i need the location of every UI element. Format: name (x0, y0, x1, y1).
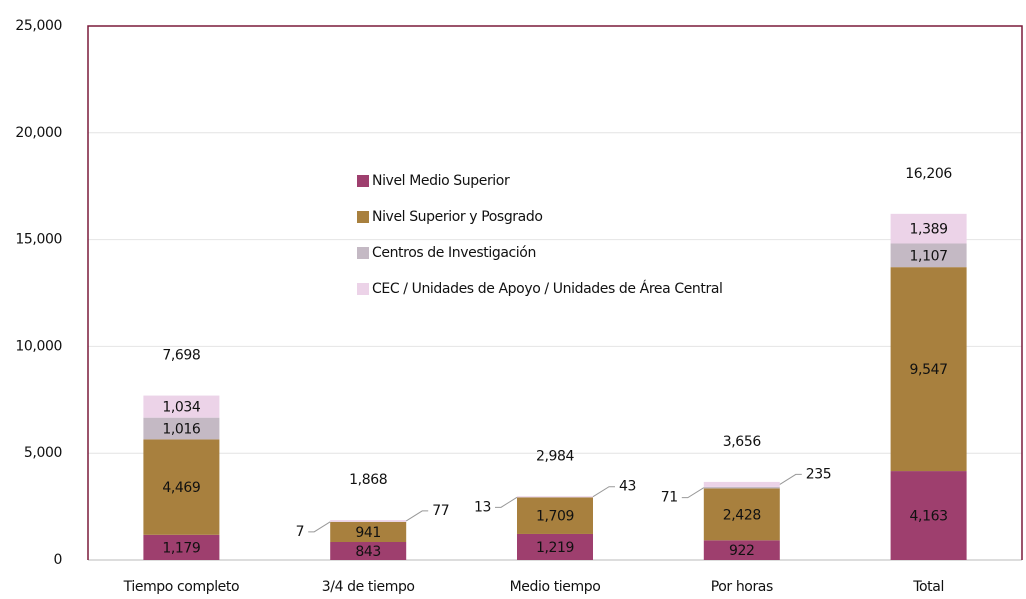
y-tick-label: 10,000 (15, 338, 62, 354)
leader-line (405, 510, 429, 522)
y-tick-label: 15,000 (15, 232, 62, 248)
data-label: 77 (432, 503, 449, 519)
total-label: 2,984 (536, 448, 575, 464)
y-tick-label: 0 (53, 552, 62, 568)
bar-segment (143, 417, 220, 440)
leader-line (779, 473, 802, 485)
legend-swatch (357, 211, 369, 223)
bar-segment (330, 541, 407, 560)
data-label: 1,219 (536, 540, 574, 556)
bar-segment (890, 471, 967, 560)
total-label: 7,698 (162, 348, 200, 364)
y-tick-label: 20,000 (15, 125, 62, 141)
bar-segment (143, 534, 220, 560)
x-tick-label: Total (912, 579, 944, 595)
leader-line (592, 486, 615, 498)
data-label: 1,016 (162, 422, 201, 438)
data-label: 1,034 (162, 400, 201, 416)
data-label: 1,179 (162, 540, 200, 556)
data-label: 843 (355, 544, 381, 560)
bar-segment (703, 481, 780, 487)
data-label: 1,709 (536, 509, 574, 525)
legend-label: Centros de Investigación (372, 245, 536, 261)
bar-segment (143, 395, 220, 418)
data-label: 9,547 (910, 362, 948, 378)
y-tick-label: 25,000 (15, 18, 62, 34)
bar-segment (703, 488, 780, 541)
bar-segment (330, 520, 407, 522)
data-label: 4,163 (910, 509, 948, 525)
y-tick-label: 5,000 (24, 445, 62, 461)
legend-label: Nivel Medio Superior (372, 173, 510, 189)
plot-frame (87, 25, 1023, 560)
data-label: 43 (619, 479, 636, 495)
data-label: 13 (474, 499, 491, 515)
leader-line (495, 496, 518, 508)
total-label: 16,206 (905, 166, 952, 182)
bar-segment (517, 533, 593, 560)
data-label: 1,389 (910, 222, 948, 238)
bar-segment (143, 439, 220, 535)
total-label: 1,868 (349, 472, 387, 488)
bar-segment (703, 540, 780, 560)
data-label: 1,107 (910, 248, 948, 264)
legend-label: CEC / Unidades de Apoyo / Unidades de Ár… (372, 280, 723, 297)
data-label: 235 (806, 466, 832, 482)
bar-segment (703, 486, 780, 489)
data-label: 7 (296, 524, 305, 540)
bar-segment (890, 213, 967, 244)
legend-swatch (357, 175, 369, 187)
x-tick-label: Por horas (711, 579, 773, 595)
leader-line (308, 521, 331, 533)
bar-segment (517, 497, 593, 534)
legend-label: Nivel Superior y Posgrado (372, 209, 543, 225)
leader-line (681, 487, 705, 499)
total-label: 3,656 (723, 434, 762, 450)
bar-segment (890, 243, 967, 268)
bar-segment (330, 521, 407, 542)
data-label: 71 (661, 490, 678, 506)
x-tick-label: Medio tiempo (510, 579, 601, 595)
legend-swatch (357, 283, 369, 295)
x-tick-label: Tiempo completo (123, 579, 240, 595)
legend-swatch (357, 247, 369, 259)
data-label: 4,469 (162, 480, 200, 496)
x-tick-label: 3/4 de tiempo (322, 579, 415, 595)
bar-segment (890, 267, 967, 472)
data-label: 941 (355, 525, 381, 541)
data-label: 922 (729, 543, 755, 559)
data-label: 2,428 (723, 507, 761, 523)
bar-segment (517, 496, 593, 498)
